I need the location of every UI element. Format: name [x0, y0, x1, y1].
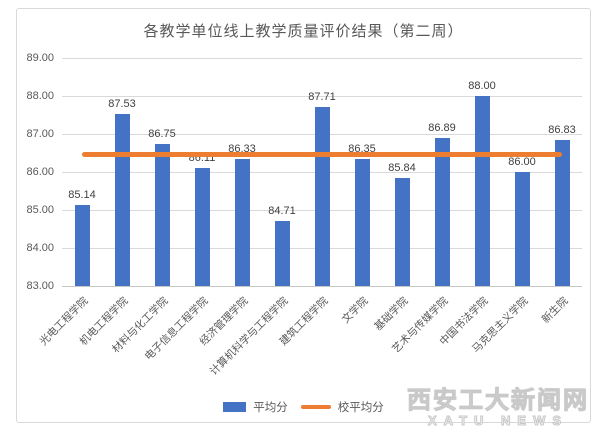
bar-经济管理学院: [234, 159, 250, 286]
bar-value-label: 86.89: [428, 122, 456, 135]
bar-value-label: 85.84: [388, 162, 416, 175]
bar-新生院: [554, 140, 570, 286]
chart-title: 各教学单位线上教学质量评价结果（第二周）: [143, 23, 464, 40]
plot-area: 89.00 88.00 87.00 86.00 85.00 84.00 83.00 85.14…: [26, 52, 582, 378]
legend-line-swatch: [300, 404, 331, 410]
bar-建筑工程学院: [314, 107, 330, 286]
legend-bar-swatch: [223, 402, 247, 412]
bar-value-label: 84.71: [268, 205, 296, 218]
bar-艺术与传媒学院: [434, 138, 450, 286]
y-tick-label: 87.00: [26, 128, 54, 140]
bar-中国书法学院: [474, 96, 490, 286]
bar-机电工程学院: [114, 113, 130, 286]
y-tick-label: 88.00: [26, 90, 54, 102]
school-average-line: [82, 152, 562, 158]
bar-value-label: 88.00: [468, 80, 496, 92]
bar-value-label: 87.71: [308, 91, 336, 104]
y-tick-label: 84.00: [26, 242, 54, 254]
bar-value-label: 86.35: [348, 142, 376, 155]
gridline: [62, 58, 582, 59]
y-tick-label: 86.00: [26, 166, 54, 178]
y-tick-label: 85.00: [26, 204, 54, 216]
bar-value-label: 86.75: [148, 127, 176, 140]
bar-电子信息工程学院: [194, 167, 210, 286]
x-axis-line: [62, 286, 582, 287]
bar-value-label: 86.83: [548, 124, 576, 137]
bar-材料与化工学院: [154, 143, 170, 286]
legend: 平均分 校平均分: [17, 399, 590, 415]
gridline: [62, 96, 582, 97]
bar-value-label: 85.14: [68, 188, 96, 201]
bar-基础学院: [394, 178, 410, 286]
chart-frame: 各教学单位线上教学质量评价结果（第二周） 89.00 88.00 87.00 86.0…: [16, 8, 591, 423]
bar-马克思主义学院: [514, 172, 530, 286]
legend-bar-label: 平均分: [253, 402, 288, 414]
bar-文学院: [354, 158, 370, 286]
y-tick-label: 83.00: [26, 280, 54, 292]
bar-计算机科学与工程学院: [274, 221, 290, 286]
legend-line-label: 校平均分: [337, 402, 384, 414]
y-tick-label: 89.00: [26, 52, 54, 64]
bar-value-label: 86.00: [508, 156, 536, 168]
bar-光电工程学院: [74, 204, 90, 286]
bar-value-label: 87.53: [108, 97, 136, 110]
